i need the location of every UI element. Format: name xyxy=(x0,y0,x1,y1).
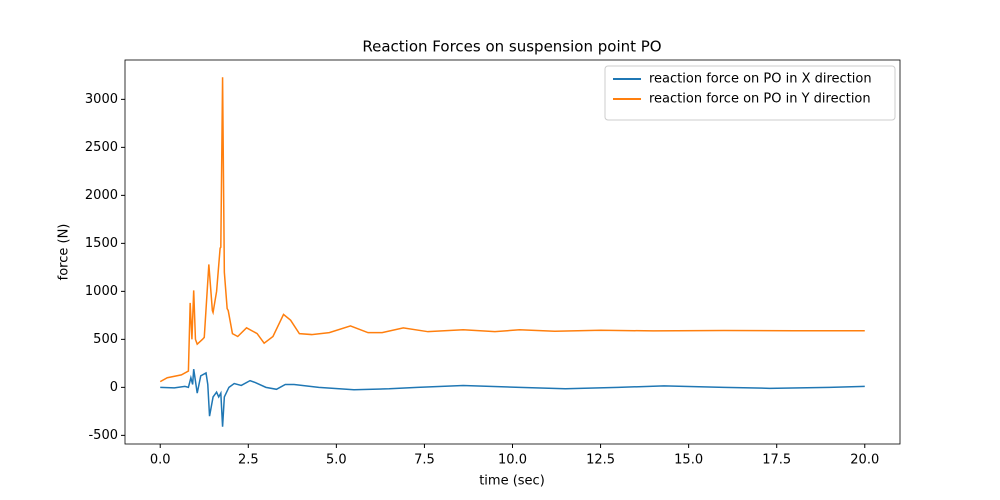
plot-frame xyxy=(124,59,901,445)
x-tick-label: 10.0 xyxy=(498,453,527,468)
legend-box xyxy=(604,65,896,121)
x-tick-label: 2.5 xyxy=(238,453,259,468)
x-tick-label: 12.5 xyxy=(586,453,615,468)
x-tick-label: 5.0 xyxy=(326,453,347,468)
x-tick-label: 7.5 xyxy=(414,453,435,468)
y-tick-label: -500 xyxy=(88,428,118,443)
x-tick-label: 0.0 xyxy=(150,453,171,468)
y-tick-label: 0 xyxy=(110,380,118,395)
series-line xyxy=(159,77,865,383)
y-tick-label: 2000 xyxy=(85,188,118,203)
x-tick-label: 15.0 xyxy=(674,453,703,468)
x-tick-label: 20.0 xyxy=(850,453,879,468)
x-tick-label: 17.5 xyxy=(762,453,791,468)
legend-label: reaction force on PO in X direction xyxy=(649,72,872,87)
y-tick-label: 500 xyxy=(93,332,118,347)
y-tick-label: 1000 xyxy=(85,284,118,299)
y-tick-label: 2500 xyxy=(85,140,118,155)
x-axis-label: time (sec) xyxy=(479,474,545,489)
legend-label: reaction force on PO in Y direction xyxy=(649,92,871,107)
y-tick-label: 3000 xyxy=(85,92,118,107)
series-line xyxy=(160,369,865,427)
y-axis-label: force (N) xyxy=(57,224,72,281)
y-tick-label: 1500 xyxy=(85,236,118,251)
chart-title: Reaction Forces on suspension point PO xyxy=(362,38,661,56)
